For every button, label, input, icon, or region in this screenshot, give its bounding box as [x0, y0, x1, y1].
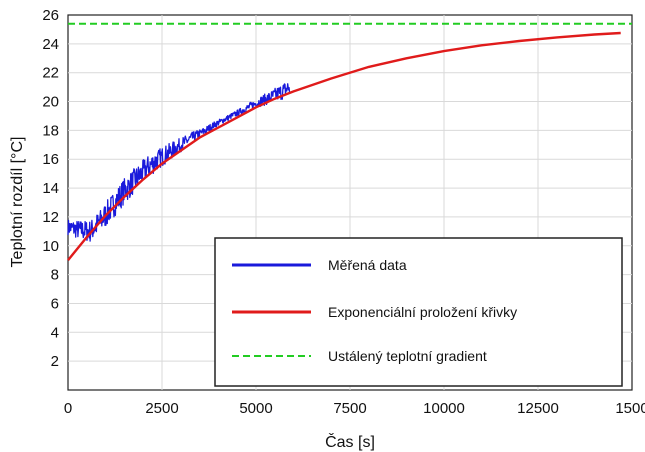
- x-tick-label-6: 1500: [615, 400, 645, 417]
- y-axis-title: Teplotní rozdíl [°C]: [9, 137, 26, 268]
- y-tick-label-4: 10: [42, 238, 59, 255]
- x-tick-label-5: 12500: [517, 400, 559, 417]
- x-tick-label-3: 7500: [333, 400, 366, 417]
- y-tick-label-7: 16: [42, 151, 59, 168]
- y-tick-label-5: 12: [42, 209, 59, 226]
- legend-label-1: Exponenciální proložení křivky: [328, 304, 517, 320]
- y-tick-label-10: 22: [42, 65, 59, 82]
- legend-label-2: Ustálený teplotní gradient: [328, 348, 487, 364]
- y-tick-label-6: 14: [42, 180, 59, 197]
- x-axis-ticks: 0 2500 5000 7500 10000 12500 1500: [64, 400, 645, 417]
- x-tick-label-2: 5000: [239, 400, 272, 417]
- x-tick-label-4: 10000: [423, 400, 465, 417]
- y-tick-label-2: 6: [51, 295, 59, 312]
- y-tick-label-12: 26: [42, 7, 59, 24]
- series-group: [67, 22, 632, 261]
- y-tick-label-9: 20: [42, 94, 59, 111]
- x-axis-title: Čas [s]: [325, 432, 375, 451]
- y-tick-label-3: 8: [51, 267, 59, 284]
- legend-label-0: Měřená data: [328, 257, 407, 273]
- x-tick-label-0: 0: [64, 400, 72, 417]
- y-tick-label-1: 4: [51, 324, 59, 341]
- legend: Měřená data Exponenciální proložení křivk…: [214, 237, 623, 387]
- y-tick-label-0: 2: [51, 353, 59, 370]
- x-tick-label-1: 2500: [145, 400, 178, 417]
- y-tick-label-8: 18: [42, 122, 59, 139]
- y-tick-label-11: 24: [42, 36, 59, 53]
- series-1-line: [67, 31, 621, 261]
